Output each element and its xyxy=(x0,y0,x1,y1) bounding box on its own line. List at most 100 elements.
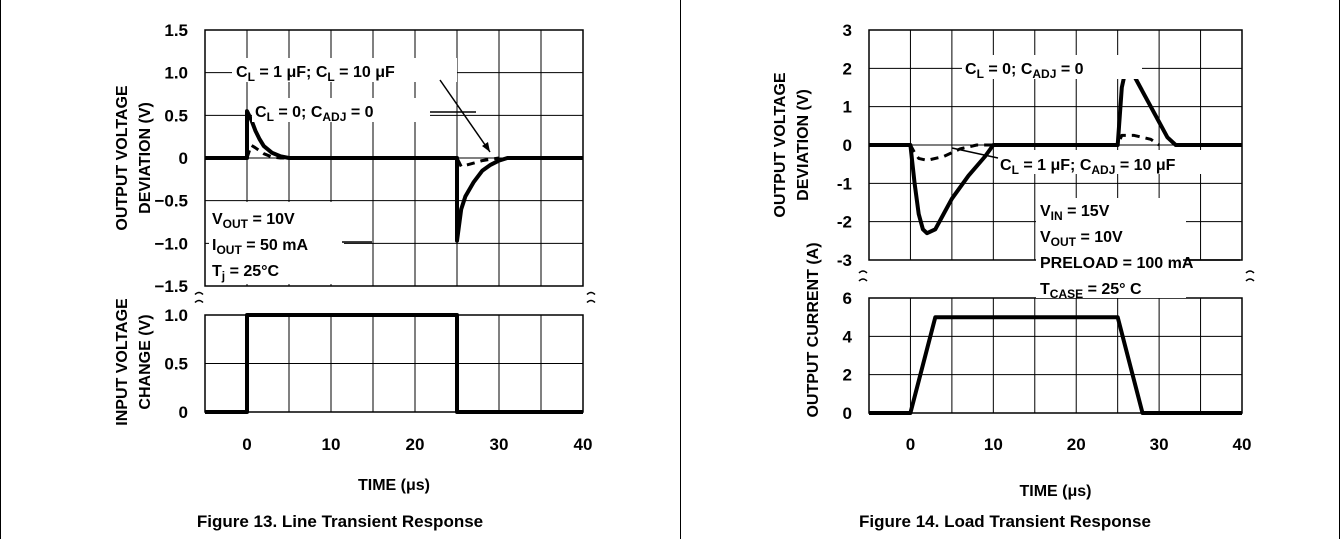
y-tick-label: 0 xyxy=(179,149,188,168)
condition-label-part: T xyxy=(1040,281,1050,298)
y-axis-label: OUTPUT CURRENT (A) xyxy=(805,242,822,417)
condition-label: IOUT = 50 mA xyxy=(212,237,309,257)
condition-label-subscript: j xyxy=(221,269,225,283)
series-line-solid xyxy=(205,109,583,243)
label-backdrop xyxy=(996,150,1232,174)
curve-label-dashed-subscript: L xyxy=(248,70,255,84)
y-tick-label: 3 xyxy=(843,21,852,40)
x-tick-label: 20 xyxy=(406,435,425,454)
leader-arrow xyxy=(439,79,491,153)
curve-label-dashed-part: C xyxy=(236,64,248,81)
figure-caption: Figure 13. Line Transient Response xyxy=(197,512,483,531)
curve-label-solid-part: = 0 xyxy=(1056,61,1083,78)
curve-label-dashed-part: = 1 μF; C xyxy=(1019,157,1092,174)
series-line-solid xyxy=(869,315,1242,415)
y-axis-label: DEVIATION (V) xyxy=(795,89,812,201)
curve-label-solid-part: = 0 xyxy=(346,104,373,121)
series-line-solid xyxy=(869,66,1242,236)
curve-label-dashed-subscript: L xyxy=(327,70,334,84)
center-divider xyxy=(680,0,681,539)
condition-label-part: V xyxy=(1040,203,1051,220)
axis-break-mark xyxy=(194,291,204,304)
condition-label-part: = 10V xyxy=(248,211,295,228)
curve-label-dashed-part: = 10 μF xyxy=(1115,157,1175,174)
y-tick-label: 0 xyxy=(843,404,852,423)
curve-label-dashed-part: C xyxy=(1000,157,1012,174)
condition-label-part: V xyxy=(212,211,223,228)
condition-label: VIN = 15V xyxy=(1040,203,1110,223)
left-border xyxy=(0,0,1,539)
y-tick-label: 1.5 xyxy=(164,21,188,40)
curve-label-dashed-part: = 10 μF xyxy=(335,64,395,81)
x-tick-label: 30 xyxy=(1150,435,1169,454)
curve-label-dashed: CL = 1 μF; CL = 10 μF xyxy=(236,64,395,84)
figure-caption: Figure 14. Load Transient Response xyxy=(859,512,1151,531)
y-tick-label: 0.5 xyxy=(164,355,188,374)
curve-label-solid-part: = 0; C xyxy=(984,61,1033,78)
condition-label-subscript: CASE xyxy=(1050,287,1083,301)
label-backdrop xyxy=(962,55,1142,79)
condition-label-subscript: OUT xyxy=(223,217,249,231)
series-line-dashed xyxy=(909,133,1160,162)
condition-label-part: T xyxy=(212,263,222,280)
condition-label-subscript: OUT xyxy=(1051,235,1077,249)
curve-label-solid-part: C xyxy=(965,61,977,78)
y-axis-label: DEVIATION (V) xyxy=(137,102,154,214)
x-tick-label: 40 xyxy=(574,435,593,454)
y-axis-label: OUTPUT VOLTAGE xyxy=(772,72,789,218)
condition-label-part: I xyxy=(212,237,216,254)
y-tick-label: -1 xyxy=(837,174,852,193)
curve-label-solid: CL = 0; CADJ = 0 xyxy=(965,61,1084,81)
condition-label-part: = 50 mA xyxy=(242,237,309,254)
y-tick-label: 0 xyxy=(179,403,188,422)
y-tick-label: −1.0 xyxy=(154,234,188,253)
condition-label-part: = 10V xyxy=(1076,229,1123,246)
condition-label-part: PRELOAD = 100 mA xyxy=(1040,255,1194,272)
y-tick-label: 1.0 xyxy=(164,64,188,83)
condition-label: PRELOAD = 100 mA xyxy=(1040,255,1194,272)
curve-label-solid-part: = 0; C xyxy=(274,104,323,121)
x-tick-label: 30 xyxy=(490,435,509,454)
condition-label: VOUT = 10V xyxy=(212,211,295,231)
condition-label: VOUT = 10V xyxy=(1040,229,1123,249)
condition-label: Tj = 25°C xyxy=(212,263,280,283)
condition-label-part: = 25° C xyxy=(1083,281,1142,298)
x-tick-label: 0 xyxy=(242,435,251,454)
y-tick-label: -2 xyxy=(837,213,852,232)
curve-label-dashed-part: = 1 μF; C xyxy=(255,64,328,81)
x-axis-label: TIME (μs) xyxy=(1019,483,1091,500)
y-tick-label: 1 xyxy=(843,98,852,117)
series-line-solid xyxy=(205,313,583,414)
y-tick-label: 1.0 xyxy=(164,306,188,325)
condition-label-subscript: OUT xyxy=(216,243,242,257)
x-tick-label: 20 xyxy=(1067,435,1086,454)
condition-label-part: = 25°C xyxy=(225,263,279,280)
y-tick-label: 2 xyxy=(843,59,852,78)
x-tick-label: 10 xyxy=(322,435,341,454)
y-axis-label: OUTPUT VOLTAGE xyxy=(114,85,131,231)
curve-label-solid-subscript: L xyxy=(977,67,984,81)
label-backdrop xyxy=(232,58,457,82)
y-tick-label: 0 xyxy=(843,136,852,155)
y-tick-label: 0.5 xyxy=(164,106,188,125)
curve-label-solid: CL = 0; CADJ = 0 xyxy=(255,104,374,124)
y-tick-label: 4 xyxy=(843,327,853,346)
x-axis-label: TIME (μs) xyxy=(358,477,430,494)
y-tick-label: 2 xyxy=(843,366,852,385)
y-axis-label: CHANGE (V) xyxy=(137,314,154,409)
curve-label-dashed-subscript: ADJ xyxy=(1091,163,1115,177)
x-tick-label: 40 xyxy=(1233,435,1252,454)
curve-label-solid-subscript: L xyxy=(267,110,274,124)
curve-label-solid-subscript: ADJ xyxy=(1032,67,1056,81)
y-tick-label: 6 xyxy=(843,289,852,308)
curve-label-dashed-subscript: L xyxy=(1012,163,1019,177)
label-backdrop xyxy=(252,98,430,122)
axis-break-mark xyxy=(586,291,596,304)
axis-break-mark xyxy=(858,270,868,282)
axis-break-mark xyxy=(1245,270,1255,282)
arrowhead xyxy=(482,142,490,152)
x-tick-label: 10 xyxy=(984,435,1003,454)
condition-label-part: V xyxy=(1040,229,1051,246)
